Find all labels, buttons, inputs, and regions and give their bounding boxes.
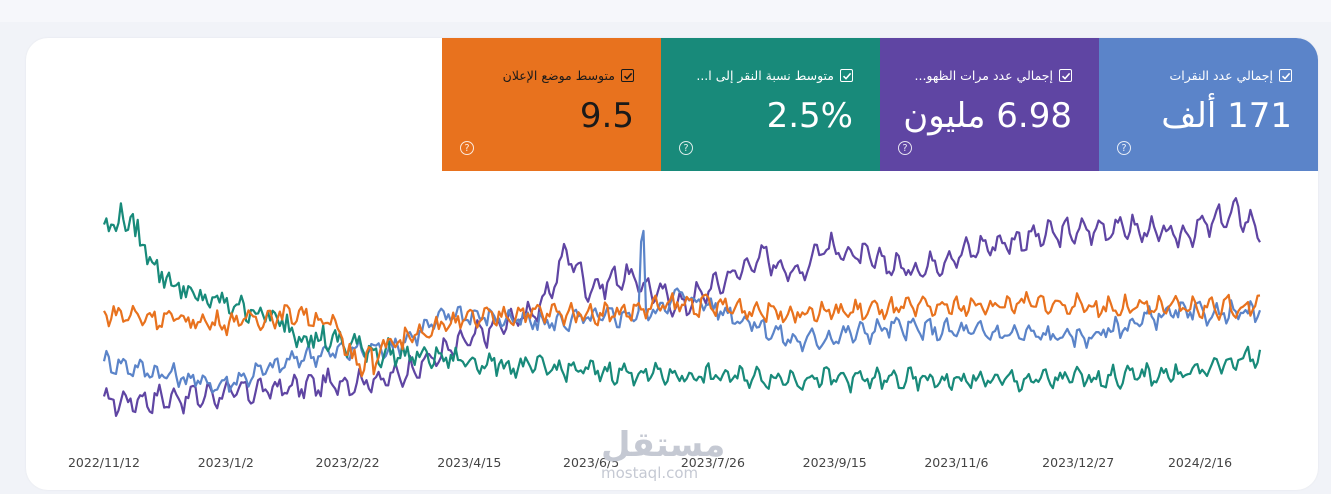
metric-label: إجمالي عدد مرات الظهو...: [914, 68, 1053, 83]
metric-card-impressions[interactable]: إجمالي عدد مرات الظهو... 6.98 مليون ?: [880, 38, 1099, 171]
help-icon[interactable]: ?: [460, 141, 474, 155]
x-tick-label: 2023/9/15: [803, 455, 867, 470]
help-icon[interactable]: ?: [679, 141, 693, 155]
x-tick-label: 2023/12/27: [1042, 455, 1114, 470]
checkbox-icon[interactable]: [1279, 69, 1292, 82]
series-line-2: [102, 229, 1262, 394]
x-tick-label: 2023/11/6: [924, 455, 988, 470]
x-tick-label: 2022/11/12: [68, 455, 140, 470]
metric-label: إجمالي عدد النقرات: [1169, 68, 1273, 83]
metric-header: متوسط موضع الإعلان: [503, 68, 634, 83]
performance-panel: متوسط موضع الإعلان 9.5 ? متوسط نسبة النق…: [26, 38, 1318, 490]
metric-label: متوسط موضع الإعلان: [502, 68, 615, 83]
metric-card-position[interactable]: متوسط موضع الإعلان 9.5 ?: [442, 38, 661, 171]
checkbox-icon[interactable]: [840, 69, 853, 82]
chart-lines: [102, 197, 1262, 417]
metric-value: 2.5%: [766, 96, 853, 136]
x-tick-label: 2023/7/26: [681, 455, 745, 470]
metric-cards: متوسط موضع الإعلان 9.5 ? متوسط نسبة النق…: [442, 38, 1318, 171]
x-tick-label: 2024/2/16: [1168, 455, 1232, 470]
performance-chart: 2022/11/12 2023/1/2 2023/2/22 2023/4/15 2023…: [68, 197, 1262, 482]
watermark-latin: mostaql.com: [601, 464, 698, 482]
metric-header: إجمالي عدد النقرات: [1169, 68, 1292, 83]
metric-header: إجمالي عدد مرات الظهو...: [915, 68, 1072, 83]
series-line-3: [102, 202, 1262, 394]
metric-header: متوسط نسبة النقر إلى ا...: [696, 68, 853, 83]
metric-card-clicks[interactable]: إجمالي عدد النقرات 171 ألف ?: [1099, 38, 1318, 171]
help-icon[interactable]: ?: [1117, 141, 1131, 155]
top-strip: [0, 0, 1331, 22]
checkbox-icon[interactable]: [1059, 69, 1072, 82]
x-tick-label: 2023/4/15: [437, 455, 501, 470]
metric-card-ctr[interactable]: متوسط نسبة النقر إلى ا... 2.5% ?: [661, 38, 880, 171]
checkbox-icon[interactable]: [621, 69, 634, 82]
metric-label: متوسط نسبة النقر إلى ا...: [696, 68, 834, 83]
metric-value: 6.98 مليون: [903, 96, 1072, 136]
x-axis-ticks: 2022/11/12 2023/1/2 2023/2/22 2023/4/15 2023…: [68, 455, 1232, 470]
watermark-arabic: مستقل: [601, 425, 725, 465]
help-icon[interactable]: ?: [898, 141, 912, 155]
x-tick-label: 2023/6/5: [563, 455, 619, 470]
metric-value: 9.5: [579, 96, 634, 136]
x-tick-label: 2023/1/2: [198, 455, 254, 470]
series-line-1: [102, 197, 1261, 417]
metric-value: 171 ألف: [1161, 96, 1292, 136]
x-tick-label: 2023/2/22: [316, 455, 380, 470]
series-line-4: [103, 291, 1261, 378]
